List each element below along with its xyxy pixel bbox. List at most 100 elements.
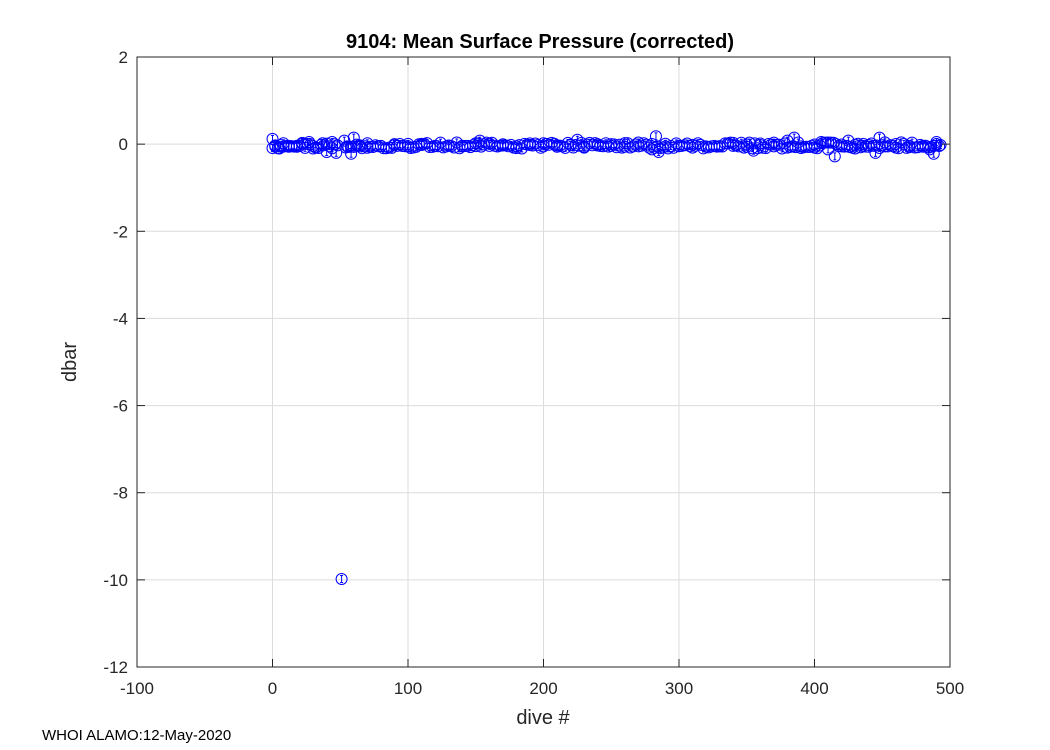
data-point-marker: [266, 132, 279, 145]
data-point-marker: [754, 139, 767, 152]
data-point-marker: [523, 139, 536, 152]
data-point: [429, 139, 442, 152]
data-point: [282, 139, 295, 152]
data-point: [659, 140, 672, 153]
data-point-marker: [571, 133, 584, 146]
data-point-marker: [673, 139, 685, 152]
data-point: [754, 139, 767, 152]
data-point: [361, 137, 374, 150]
data-point: [916, 140, 929, 153]
data-point: [903, 139, 916, 152]
data-point: [456, 140, 469, 153]
data-point: [700, 140, 713, 153]
data-point: [469, 137, 482, 150]
data-point: [442, 139, 455, 152]
data-point-marker: [686, 141, 699, 154]
data-point-marker: [842, 134, 855, 147]
data-point-marker: [415, 139, 428, 152]
data-point-marker: [632, 140, 645, 153]
data-point-marker: [659, 140, 672, 153]
data-point: [618, 140, 631, 153]
data-point-marker: [727, 139, 740, 152]
data-point: [307, 142, 320, 155]
data-point: [788, 131, 801, 144]
data-point-marker: [605, 139, 618, 152]
data-point: [388, 138, 401, 151]
data-point: [335, 572, 348, 585]
y-tick-label: -4: [113, 309, 128, 328]
y-tick-label: 0: [119, 135, 128, 154]
data-point: [686, 141, 699, 154]
data-point: [673, 139, 685, 152]
data-point-marker: [767, 140, 780, 153]
data-point: [537, 140, 550, 153]
data-point-marker: [551, 140, 564, 153]
data-point: [591, 139, 604, 152]
data-point-marker: [347, 131, 360, 144]
data-point: [713, 140, 726, 153]
data-point-marker: [429, 139, 442, 152]
data-point: [794, 140, 807, 153]
data-point: [341, 140, 354, 153]
data-point-marker: [645, 143, 658, 156]
data-point-marker: [320, 145, 333, 158]
data-point: [855, 139, 868, 152]
data-point: [889, 141, 902, 154]
data-point-marker: [537, 140, 550, 153]
data-point: [523, 139, 536, 152]
data-point: [326, 135, 339, 148]
x-tick-label: 500: [936, 679, 964, 698]
data-point: [296, 136, 309, 149]
data-point: [347, 131, 360, 144]
data-point-marker: [335, 572, 348, 585]
data-point-marker: [855, 139, 868, 152]
footer-timestamp: WHOI ALAMO:12-May-2020: [42, 727, 232, 744]
y-tick-label: -6: [113, 397, 128, 416]
data-point-marker: [713, 140, 726, 153]
data-point: [822, 143, 835, 156]
y-tick-labels: -12 -10 -8 -6 -4 -2 0 2: [103, 48, 128, 677]
data-point: [510, 140, 523, 153]
plot-area: -100 0 100 200 300 400 500 -12 -10 -8 -6 -4 -2 0 2: [103, 48, 964, 698]
data-point-marker: [934, 139, 947, 152]
y-tick-label: -8: [113, 484, 128, 503]
y-tick-label: -2: [113, 222, 128, 241]
data-point: [605, 139, 618, 152]
data-point-marker: [345, 147, 358, 160]
data-point-marker: [510, 140, 523, 153]
data-point: [649, 130, 662, 143]
data-point-marker: [923, 143, 936, 156]
data-point-marker: [326, 135, 339, 148]
data-point: [767, 140, 780, 153]
x-tick-label: 0: [268, 679, 277, 698]
data-point-marker: [402, 140, 414, 153]
data-point-marker: [927, 147, 940, 160]
data-point: [571, 133, 584, 146]
data-point: [862, 140, 875, 153]
data-point-marker: [442, 139, 455, 152]
data-point-marker: [889, 141, 902, 154]
data-point-marker: [282, 139, 295, 152]
data-point: [330, 146, 343, 159]
x-tick-label: -100: [120, 679, 154, 698]
data-point-marker: [341, 140, 354, 153]
data-point-marker: [330, 146, 343, 159]
x-tick-label: 300: [665, 679, 693, 698]
data-point: [842, 134, 855, 147]
x-tick-label: 100: [394, 679, 422, 698]
data-point-marker: [496, 139, 509, 152]
data-point: [828, 150, 841, 163]
data-point: [578, 141, 591, 154]
data-point: [727, 139, 740, 152]
y-tick-label: -12: [103, 658, 128, 677]
y-axis-title: dbar: [59, 342, 81, 382]
data-point: [869, 146, 882, 159]
data-point-marker: [578, 141, 591, 154]
data-point: [873, 131, 886, 144]
data-point-marker: [456, 140, 469, 153]
data-point: [402, 140, 414, 153]
data-point: [632, 140, 645, 153]
data-point-marker: [828, 150, 841, 163]
data-point-marker: [862, 140, 875, 153]
data-point-marker: [649, 130, 662, 143]
